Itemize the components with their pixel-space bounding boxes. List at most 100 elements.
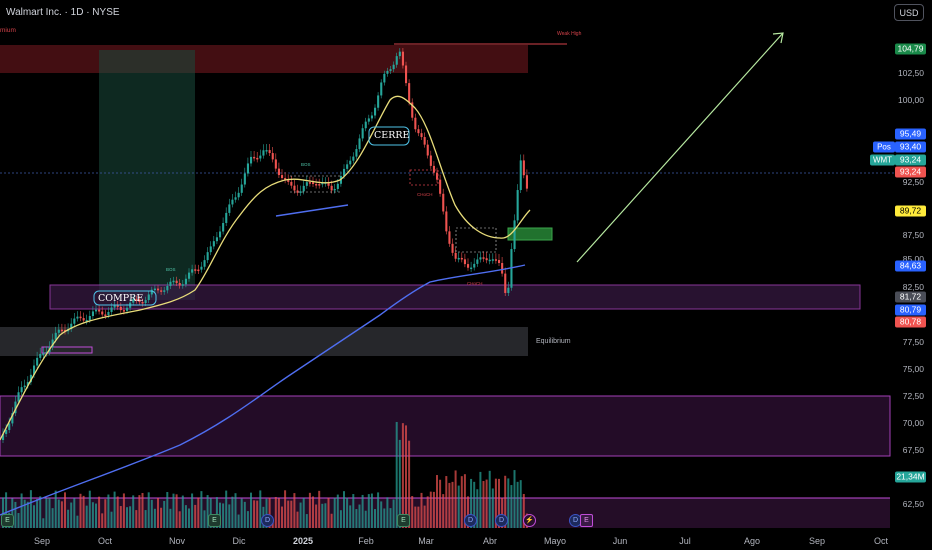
premium-label: mium (0, 27, 16, 34)
candle (349, 160, 352, 165)
volume-bar (188, 508, 190, 528)
volume-bar (147, 492, 150, 528)
time-tick: Abr (482, 536, 498, 546)
dividend-icon[interactable]: D (464, 514, 477, 527)
earnings-icon[interactable]: E (580, 514, 593, 527)
candle (361, 128, 364, 139)
volume-bar (343, 491, 345, 528)
volume-bar (448, 482, 451, 528)
volume-bar (277, 498, 280, 528)
badge-red-2: 80,78 (895, 316, 926, 328)
volume-bar (333, 497, 336, 528)
candle (197, 269, 200, 272)
candle (315, 184, 318, 186)
candle (107, 311, 110, 316)
volume-bar (67, 509, 70, 528)
candle (119, 306, 122, 311)
candle (20, 387, 23, 393)
candle (265, 150, 268, 152)
volume-bar (104, 499, 107, 528)
choch-label-2: CHoCH (467, 281, 483, 286)
volume-bar (26, 501, 29, 528)
cerre-box (368, 126, 410, 146)
weak-high-label: Weak High (557, 31, 582, 37)
volume-bar (494, 478, 497, 528)
price-tick: 62,50 (902, 499, 924, 509)
volume-bar (318, 490, 321, 528)
candle (188, 272, 191, 279)
candle (132, 299, 135, 303)
volume-bar (522, 493, 525, 528)
candle (243, 173, 246, 185)
price-tick: 85,00 (902, 254, 924, 264)
ma-short (0, 95, 531, 441)
volume-bar (287, 500, 290, 528)
volume-bar (414, 506, 417, 528)
volume-bar (398, 439, 401, 528)
symbol-title[interactable]: Walmart Inc. · 1D · NYSE (6, 7, 120, 18)
price-tick: 87,50 (902, 230, 924, 240)
candle (377, 95, 380, 108)
badge-gray: 81,72 (895, 291, 926, 303)
earnings-icon[interactable]: E (397, 514, 410, 527)
volume-bar (408, 440, 411, 528)
dividend-icon[interactable]: D (495, 514, 508, 527)
volume-bar (405, 425, 407, 528)
volume-bar (209, 498, 212, 528)
candle (113, 305, 116, 308)
candle (8, 423, 11, 430)
currency-button[interactable]: USD (894, 4, 924, 21)
candle (330, 185, 333, 191)
candle (525, 175, 528, 189)
candle (429, 155, 432, 166)
ma-long (0, 264, 526, 516)
volume-bar (39, 496, 42, 528)
volume-bar (48, 498, 51, 528)
candle (253, 156, 256, 159)
candle (507, 287, 510, 293)
volume-bar (36, 498, 39, 528)
candle (367, 118, 370, 122)
dividend-icon[interactable]: D (261, 514, 274, 527)
trend-line (275, 204, 349, 217)
candle (88, 316, 91, 320)
candle (302, 185, 305, 192)
volume-bar (153, 508, 156, 528)
time-tick: Feb (358, 536, 374, 546)
candle (442, 193, 445, 212)
volume-bar (116, 496, 119, 528)
volume-bar (85, 505, 88, 528)
volume-bar (246, 511, 249, 528)
lightning-icon[interactable]: ⚡ (523, 514, 536, 527)
candle (157, 288, 160, 291)
candle (364, 121, 367, 129)
price-tick: 72,50 (902, 391, 924, 401)
candle (374, 107, 377, 116)
equilibrium-zone (0, 327, 528, 356)
candle (23, 385, 26, 388)
earnings-icon[interactable]: E (208, 514, 221, 527)
candle (290, 181, 293, 186)
price-tick: 70,00 (902, 418, 924, 428)
volume-bar (138, 495, 141, 528)
candle (246, 163, 249, 174)
candle (439, 179, 442, 194)
earnings-icon[interactable]: E (1, 514, 14, 527)
volume-bar (95, 503, 97, 528)
volume-bar (426, 496, 429, 528)
volume-bar (432, 491, 435, 528)
volume-bar (302, 497, 305, 528)
candle (284, 178, 287, 181)
volume-bar (166, 492, 169, 528)
candle (358, 138, 361, 150)
candle (219, 231, 222, 238)
candle (494, 259, 497, 261)
candle (445, 211, 448, 232)
candle (380, 82, 383, 96)
candle (467, 264, 470, 268)
candle (26, 382, 29, 386)
candle (327, 182, 330, 186)
candle (482, 257, 485, 259)
volume-bar (194, 504, 197, 528)
